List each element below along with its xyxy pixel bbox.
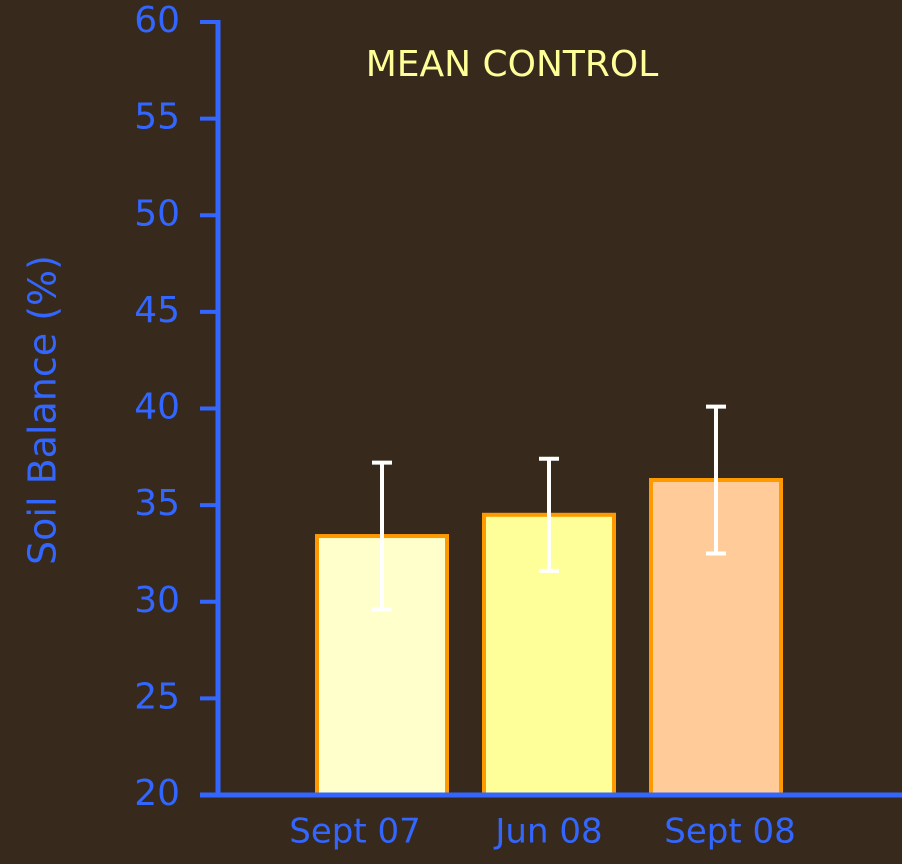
y-tick-label: 60 [134, 0, 180, 41]
y-tick-label: 50 [134, 193, 180, 234]
y-tick-label: 20 [134, 773, 180, 814]
y-tick-label: 35 [134, 483, 180, 524]
x-tick-label: Sept 08 [664, 812, 795, 852]
y-tick-label: 30 [134, 580, 180, 621]
error-bar [372, 460, 392, 612]
y-axis-label: Soil Balance (%) [21, 255, 65, 565]
x-tick-label: Sept 07 [289, 812, 420, 852]
error-bar [706, 404, 726, 556]
error-bar [539, 456, 559, 573]
x-tick-label: Jun 08 [493, 812, 602, 852]
y-tick-label: 55 [134, 97, 180, 138]
y-tick-label: 45 [134, 290, 180, 331]
chart-title: MEAN CONTROL [366, 44, 659, 85]
y-tick-label: 40 [134, 387, 180, 428]
y-tick-label: 25 [134, 676, 180, 717]
